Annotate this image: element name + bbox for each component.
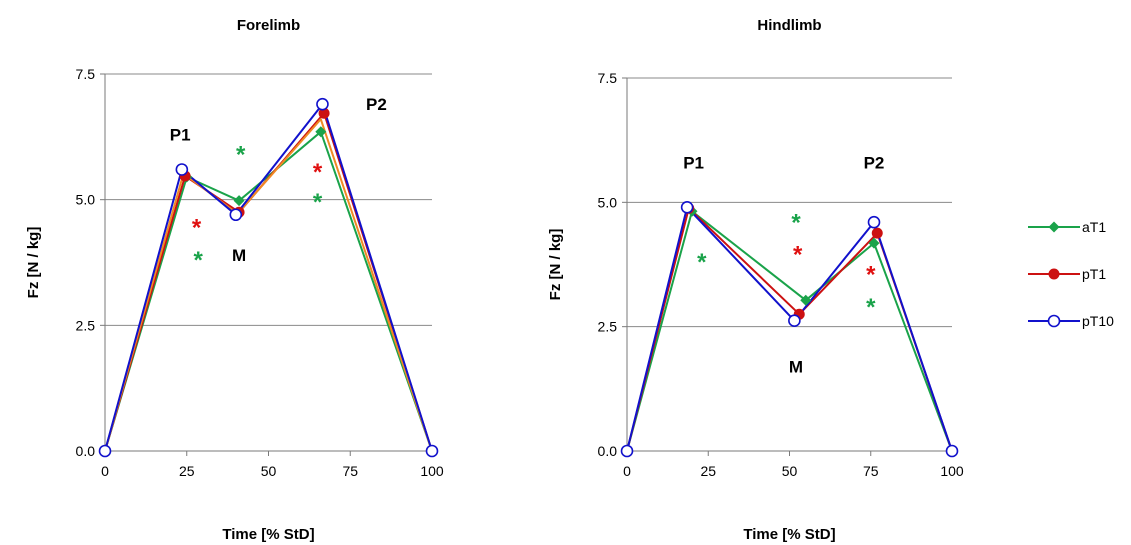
y-tick-label: 0.0: [76, 443, 96, 459]
x-tick-label: 75: [342, 463, 358, 479]
significance-star: *: [791, 209, 801, 236]
annotation-p2: P2: [864, 154, 885, 173]
x-tick-label: 75: [863, 463, 879, 479]
data-point-pt10: [867, 215, 881, 229]
x-tick-label: 25: [179, 463, 195, 479]
y-tick-label: 7.5: [598, 70, 618, 86]
significance-star: *: [866, 294, 876, 321]
significance-star: *: [236, 141, 246, 168]
series-line-pt1: [104, 112, 433, 452]
annotation-p1: P1: [170, 125, 191, 144]
significance-star: *: [192, 214, 202, 241]
y-tick-label: 5.0: [76, 192, 96, 208]
x-tick-label: 25: [700, 463, 716, 479]
x-tick-label: 50: [261, 463, 277, 479]
data-point-pt10: [316, 97, 329, 111]
data-point-pt1: [871, 227, 883, 239]
x-tick-label: 0: [101, 463, 109, 479]
significance-star: *: [793, 242, 803, 269]
series-line-pt1: [626, 207, 953, 452]
data-point-at1: [868, 237, 880, 249]
legend-label: aT1: [1082, 219, 1106, 235]
x-axis-label: Time [% StD]: [222, 526, 314, 543]
legend: aT1 pT1 pT10: [1028, 219, 1114, 329]
x-tick-label: 100: [420, 463, 444, 479]
significance-star: *: [313, 189, 323, 216]
y-axis-label: Fz [N / kg]: [25, 227, 42, 299]
x-tick-label: 0: [623, 463, 631, 479]
chart-title: Forelimb: [237, 17, 300, 34]
data-point-at1: [315, 126, 327, 138]
y-tick-label: 2.5: [76, 317, 96, 333]
data-point-at1: [800, 294, 812, 306]
annotation-m: M: [789, 357, 803, 376]
legend-label: pT1: [1082, 266, 1106, 282]
significance-star: *: [194, 247, 204, 274]
significance-star: *: [697, 249, 707, 276]
data-point-at1: [233, 195, 245, 207]
y-tick-label: 2.5: [598, 319, 618, 335]
x-axis-label: Time [% StD]: [743, 526, 835, 543]
legend-label: pT10: [1082, 313, 1114, 329]
data-point-pt10: [788, 314, 801, 327]
series-line-pt10: [626, 206, 953, 452]
data-point-pt10: [175, 163, 189, 176]
significance-star: *: [866, 261, 876, 288]
y-tick-label: 7.5: [76, 66, 96, 82]
legend-marker: [1048, 221, 1060, 233]
x-tick-label: 50: [782, 463, 798, 479]
annotation-p2: P2: [366, 95, 387, 114]
y-tick-label: 0.0: [598, 443, 618, 459]
forelimb-panel: 0.0 2.5 5.0 7.5 0 25 50 75 100 Forelimb Time [% St…: [25, 17, 444, 543]
y-tick-label: 5.0: [598, 194, 618, 210]
significance-star: *: [313, 159, 323, 186]
legend-marker: [1047, 314, 1061, 328]
data-point-pt10: [229, 208, 243, 222]
data-point-pt10: [680, 201, 694, 214]
chart-title: Hindlimb: [757, 17, 821, 34]
y-axis-label: Fz [N / kg]: [547, 229, 564, 301]
data-point-pt10: [425, 444, 439, 458]
series-line-at1: [626, 210, 953, 452]
x-tick-label: 100: [940, 463, 964, 479]
hindlimb-panel: 0.0 2.5 5.0 7.5 0 25 50 75 100 Hindlimb Time [% St…: [547, 17, 964, 543]
legend-marker: [1048, 268, 1060, 280]
data-point-pt10: [98, 444, 112, 458]
annotation-p1: P1: [683, 154, 704, 173]
annotation-m: M: [232, 246, 246, 265]
data-point-pt10: [620, 444, 634, 458]
data-point-pt10: [945, 444, 959, 458]
